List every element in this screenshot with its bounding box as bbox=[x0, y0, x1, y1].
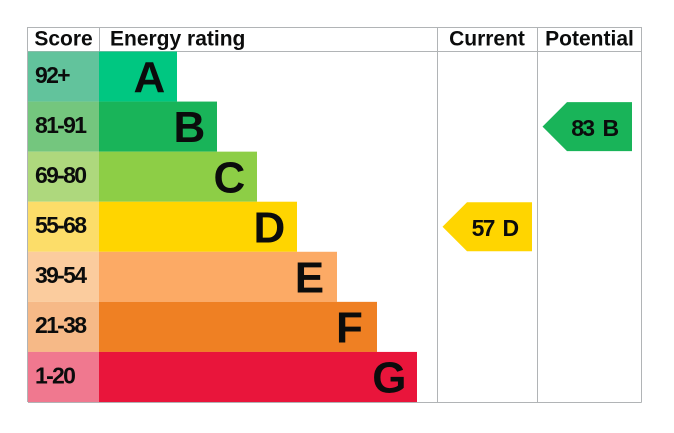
svg-text:B: B bbox=[174, 103, 206, 152]
svg-text:F: F bbox=[336, 304, 363, 353]
svg-text:Energy rating: Energy rating bbox=[110, 28, 245, 51]
svg-text:55-68: 55-68 bbox=[35, 212, 87, 238]
svg-text:E: E bbox=[295, 253, 324, 302]
svg-text:83: 83 bbox=[571, 115, 594, 141]
svg-text:D: D bbox=[254, 203, 286, 252]
svg-text:Potential: Potential bbox=[545, 28, 634, 51]
svg-text:92+: 92+ bbox=[35, 62, 70, 88]
svg-text:D: D bbox=[503, 215, 519, 241]
svg-text:69-80: 69-80 bbox=[35, 162, 86, 188]
svg-text:39-54: 39-54 bbox=[35, 262, 87, 288]
svg-text:1-20: 1-20 bbox=[35, 362, 75, 388]
svg-text:Score: Score bbox=[34, 28, 92, 51]
svg-text:B: B bbox=[603, 115, 619, 141]
svg-text:21-38: 21-38 bbox=[35, 312, 87, 338]
svg-text:G: G bbox=[372, 354, 406, 403]
svg-text:57: 57 bbox=[472, 215, 495, 241]
svg-text:C: C bbox=[214, 153, 246, 202]
svg-text:Current: Current bbox=[449, 28, 525, 51]
svg-text:81-91: 81-91 bbox=[35, 112, 87, 138]
svg-text:A: A bbox=[134, 53, 166, 102]
